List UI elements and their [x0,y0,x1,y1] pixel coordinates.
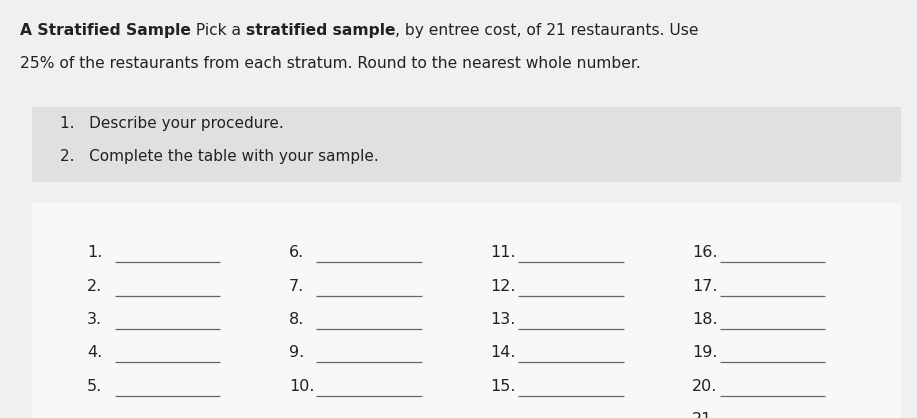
Text: 15.: 15. [491,379,516,394]
Text: 14.: 14. [491,345,516,360]
Text: 20.: 20. [692,379,718,394]
Text: 5.: 5. [87,379,103,394]
Text: 25% of the restaurants from each stratum. Round to the nearest whole number.: 25% of the restaurants from each stratum… [20,56,641,71]
Text: 6.: 6. [289,245,304,260]
FancyBboxPatch shape [32,203,901,418]
Text: 16.: 16. [692,245,718,260]
Text: Pick a: Pick a [191,23,246,38]
Text: 8.: 8. [289,312,304,327]
FancyBboxPatch shape [32,107,901,182]
Text: 18.: 18. [692,312,718,327]
Text: 9.: 9. [289,345,304,360]
Text: stratified sample: stratified sample [246,23,395,38]
Text: 21.: 21. [692,412,718,418]
Text: 2.: 2. [87,278,103,293]
Text: 13.: 13. [491,312,516,327]
Text: 3.: 3. [87,312,102,327]
Text: 11.: 11. [491,245,516,260]
Text: 7.: 7. [289,278,304,293]
Text: 4.: 4. [87,345,103,360]
Text: 2.   Complete the table with your sample.: 2. Complete the table with your sample. [60,149,379,164]
Text: 12.: 12. [491,278,516,293]
Text: 10.: 10. [289,379,315,394]
Text: , by entree cost, of 21 restaurants. Use: , by entree cost, of 21 restaurants. Use [395,23,699,38]
Text: 17.: 17. [692,278,718,293]
Text: 19.: 19. [692,345,718,360]
Text: 1.   Describe your procedure.: 1. Describe your procedure. [60,116,283,131]
Text: A Stratified Sample: A Stratified Sample [20,23,191,38]
Text: 1.: 1. [87,245,103,260]
